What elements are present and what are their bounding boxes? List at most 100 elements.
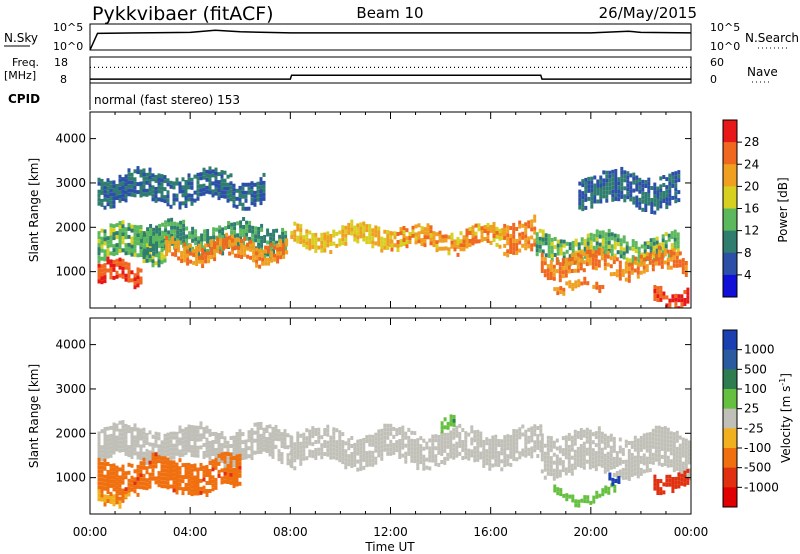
range-cell: [587, 176, 591, 181]
range-cell: [377, 453, 381, 458]
range-cell: [160, 452, 164, 457]
range-cell: [425, 457, 429, 462]
range-cell: [641, 179, 645, 184]
range-cell: [127, 429, 131, 434]
range-cell: [662, 183, 666, 187]
range-cell: [305, 229, 309, 234]
range-cell: [383, 431, 387, 436]
range-cell: [341, 460, 345, 465]
range-cell: [657, 433, 661, 438]
range-cell: [143, 244, 147, 249]
range-cell: [299, 433, 303, 438]
range-cell: [491, 463, 495, 468]
range-cell: [674, 301, 678, 306]
range-cell: [571, 286, 575, 291]
range-cell: [536, 426, 540, 430]
range-cell: [262, 439, 266, 444]
range-cell: [127, 425, 131, 430]
range-cell: [124, 198, 128, 203]
range-cell: [168, 244, 172, 249]
range-cell: [579, 444, 583, 448]
range-cell: [290, 448, 294, 453]
range-cell: [251, 233, 255, 238]
range-cell: [199, 192, 203, 197]
range-cell: [115, 262, 119, 267]
range-cell: [214, 187, 218, 192]
range-cell: [426, 235, 430, 240]
range-cell: [597, 458, 601, 463]
range-cell: [124, 423, 128, 428]
range-cell: [627, 453, 631, 457]
range-cell: [212, 235, 216, 240]
range-cell: [103, 189, 107, 194]
range-cell: [503, 463, 507, 468]
range-cell: [154, 261, 158, 266]
range-cell: [404, 459, 408, 464]
range-cell: [443, 460, 447, 465]
range-cell: [136, 484, 140, 489]
range-cell: [338, 446, 342, 451]
range-cell: [344, 453, 348, 458]
range-cell: [383, 241, 387, 246]
range-cell: [386, 427, 390, 432]
range-cell: [311, 426, 315, 431]
range-cell: [570, 467, 574, 472]
range-cell: [462, 239, 466, 244]
range-cell: [193, 487, 197, 492]
range-cell: [154, 443, 158, 448]
range-cell: [274, 428, 278, 433]
range-cell: [583, 276, 587, 281]
range-cell: [124, 273, 128, 278]
range-cell: [148, 167, 152, 172]
range-cell: [223, 464, 227, 469]
range-cell: [661, 238, 665, 243]
range-cell: [638, 197, 642, 202]
range-cell: [607, 244, 611, 249]
range-cell: [184, 475, 188, 479]
range-cell: [130, 228, 134, 233]
range-cell: [145, 432, 149, 437]
range-cell: [570, 455, 574, 460]
range-cell: [681, 258, 685, 263]
range-cell: [200, 237, 204, 242]
range-cell: [106, 482, 110, 486]
range-cell: [196, 429, 200, 434]
range-cell: [374, 440, 378, 445]
range-cell: [644, 180, 648, 184]
range-cell: [228, 243, 232, 248]
range-cell: [423, 243, 427, 248]
range-cell: [590, 188, 594, 193]
range-cell: [166, 452, 170, 457]
power-colorbar-swatch: [723, 274, 737, 298]
range-cell: [648, 468, 652, 473]
range-cell: [668, 306, 672, 308]
range-cell: [538, 248, 542, 253]
range-cell: [540, 269, 544, 273]
range-cell: [480, 238, 484, 243]
range-cell: [109, 200, 113, 205]
range-cell: [380, 244, 384, 249]
range-cell: [143, 252, 147, 257]
range-cell: [635, 179, 639, 184]
range-cell: [401, 433, 405, 438]
freq-tick-bottom: 8: [60, 73, 67, 86]
range-cell: [175, 193, 179, 198]
nsky-label: N.Sky: [4, 31, 38, 45]
range-cell: [139, 428, 143, 433]
range-cell: [377, 449, 381, 454]
range-cell: [672, 448, 676, 453]
range-cell: [419, 444, 423, 449]
range-cell: [585, 258, 589, 263]
range-cell: [317, 451, 321, 456]
range-cell: [609, 433, 613, 438]
range-cell: [145, 456, 149, 461]
range-cell: [527, 451, 531, 456]
range-cell: [258, 248, 262, 253]
range-cell: [109, 196, 113, 201]
range-cell: [208, 477, 212, 481]
range-cell: [661, 234, 665, 239]
range-cell: [250, 201, 254, 206]
range-cell: [139, 469, 143, 474]
range-cell: [648, 256, 652, 261]
power-colorbar-label: Power [dB]: [776, 177, 790, 242]
